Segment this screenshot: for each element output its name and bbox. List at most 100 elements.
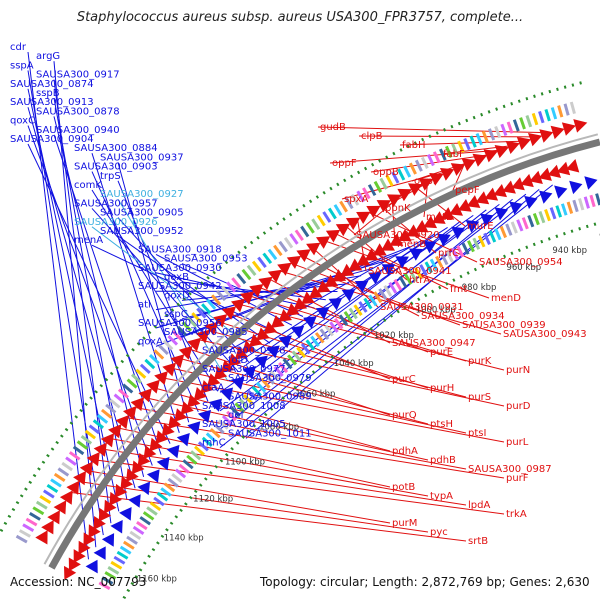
forward-gene-arrow <box>539 129 554 143</box>
feature-block <box>104 571 117 580</box>
forward-gene-arrow <box>368 272 382 285</box>
topology-text: Topology: circular; Length: 2,872,769 bp… <box>260 575 590 589</box>
reverse-gene-arrow <box>423 215 438 229</box>
forward-gene-arrow <box>66 480 80 495</box>
feature-block <box>499 225 507 239</box>
forward-gene-label: SAUSA300_0926 <box>74 217 158 228</box>
forward-gene-arrow <box>409 248 423 261</box>
feature-block <box>247 389 258 401</box>
reverse-gene-arrow <box>556 161 571 176</box>
forward-gene-arrow <box>195 329 210 344</box>
forward-gene-arrow <box>437 233 451 247</box>
feature-block <box>363 297 373 310</box>
reverse-gene-arrow <box>104 499 117 514</box>
reverse-gene-arrow <box>389 233 404 246</box>
feature-block <box>505 223 513 236</box>
reverse-gene-arrow <box>161 422 175 437</box>
reverse-gene-arrow <box>68 557 81 572</box>
reverse-gene-arrow <box>397 229 412 242</box>
reverse-gene-label: menB <box>397 239 426 250</box>
forward-gene-arrow <box>35 530 48 545</box>
gene-leader-line <box>189 348 391 416</box>
feature-block <box>440 253 449 266</box>
reverse-gene-arrow <box>167 415 181 430</box>
gene-leader-line <box>368 212 478 263</box>
reverse-gene-arrow <box>565 159 580 173</box>
feature-block <box>414 267 423 280</box>
feature-block <box>373 180 383 193</box>
forward-gene-arrow <box>306 242 321 256</box>
forward-gene-arrow <box>266 345 280 359</box>
gene-leader-line <box>358 135 539 138</box>
reverse-gene-label: SAUSA300_0943 <box>503 329 587 340</box>
feature-block <box>305 221 315 234</box>
feature-block <box>25 517 38 527</box>
forward-gene-arrow <box>480 213 494 227</box>
forward-gene-label: SAUSA300_0952 <box>100 226 184 237</box>
feature-block <box>329 321 339 333</box>
feature-block <box>445 250 454 263</box>
gene-leader-line <box>91 226 260 353</box>
feature-block <box>419 264 428 277</box>
forward-gene-label: SAUSA300_0878 <box>36 106 120 117</box>
forward-gene-label: def <box>228 410 245 421</box>
reverse-gene-arrow <box>493 184 507 198</box>
feature-block <box>246 264 257 277</box>
forward-gene-label: menA <box>74 235 103 246</box>
feature-block <box>391 171 400 184</box>
feature-block <box>516 219 524 232</box>
reverse-gene-arrow <box>98 507 112 522</box>
feature-block <box>456 245 465 258</box>
reverse-gene-label: potB <box>392 482 415 493</box>
feature-block <box>393 278 403 291</box>
feature-block <box>194 445 205 456</box>
forward-gene-label: SAUSA300_0940 <box>36 125 120 136</box>
forward-gene-arrow <box>584 176 598 190</box>
feature-block <box>488 230 497 243</box>
gene-leader-line <box>452 164 465 191</box>
reverse-gene-label: purM <box>392 518 417 529</box>
feature-block <box>84 429 97 440</box>
feature-block <box>595 193 600 206</box>
forward-gene-label: SAUSA300_1011 <box>228 428 312 439</box>
feature-block <box>110 560 123 570</box>
reverse-gene-arrow <box>213 366 228 380</box>
feature-block <box>100 408 113 419</box>
gene-leader-line <box>170 367 467 434</box>
gene-leader-line <box>334 232 449 290</box>
feature-block <box>532 212 540 226</box>
gene-leader-line <box>245 198 513 421</box>
feature-block <box>439 148 447 161</box>
forward-gene-arrow <box>286 255 302 269</box>
feature-block <box>149 501 162 512</box>
forward-gene-label: SAUSA300_0989 <box>228 392 312 403</box>
feature-block <box>291 350 302 362</box>
scale-label: 1140 kbp <box>164 534 204 544</box>
reverse-gene-arrow <box>234 346 249 360</box>
forward-gene-label: rnhC <box>202 438 226 449</box>
forward-gene-arrow <box>86 452 100 467</box>
forward-gene-arrow <box>290 325 305 339</box>
feature-block <box>68 451 81 461</box>
gene-leader-line <box>91 171 199 413</box>
forward-gene-arrow <box>345 217 361 230</box>
feature-block <box>216 290 227 302</box>
feature-block <box>368 294 378 307</box>
gene-leader-line <box>219 184 554 448</box>
forward-gene-arrow <box>115 415 129 430</box>
forward-gene-arrow <box>123 406 137 421</box>
feature-block <box>512 119 520 132</box>
feature-block <box>527 214 535 228</box>
feature-block <box>242 394 254 405</box>
forward-gene-arrow <box>178 346 193 360</box>
reverse-gene-arrow <box>332 269 347 282</box>
feature-block <box>15 534 28 544</box>
forward-gene-arrow <box>325 229 341 243</box>
feature-block <box>435 255 444 268</box>
reverse-gene-label: purS <box>468 392 491 403</box>
reverse-gene-label: murE <box>467 221 494 232</box>
forward-gene-arrow <box>423 241 437 254</box>
feature-block <box>176 325 188 337</box>
scale-label: 1080 kbp <box>259 422 299 432</box>
forward-gene-arrow <box>550 125 565 140</box>
